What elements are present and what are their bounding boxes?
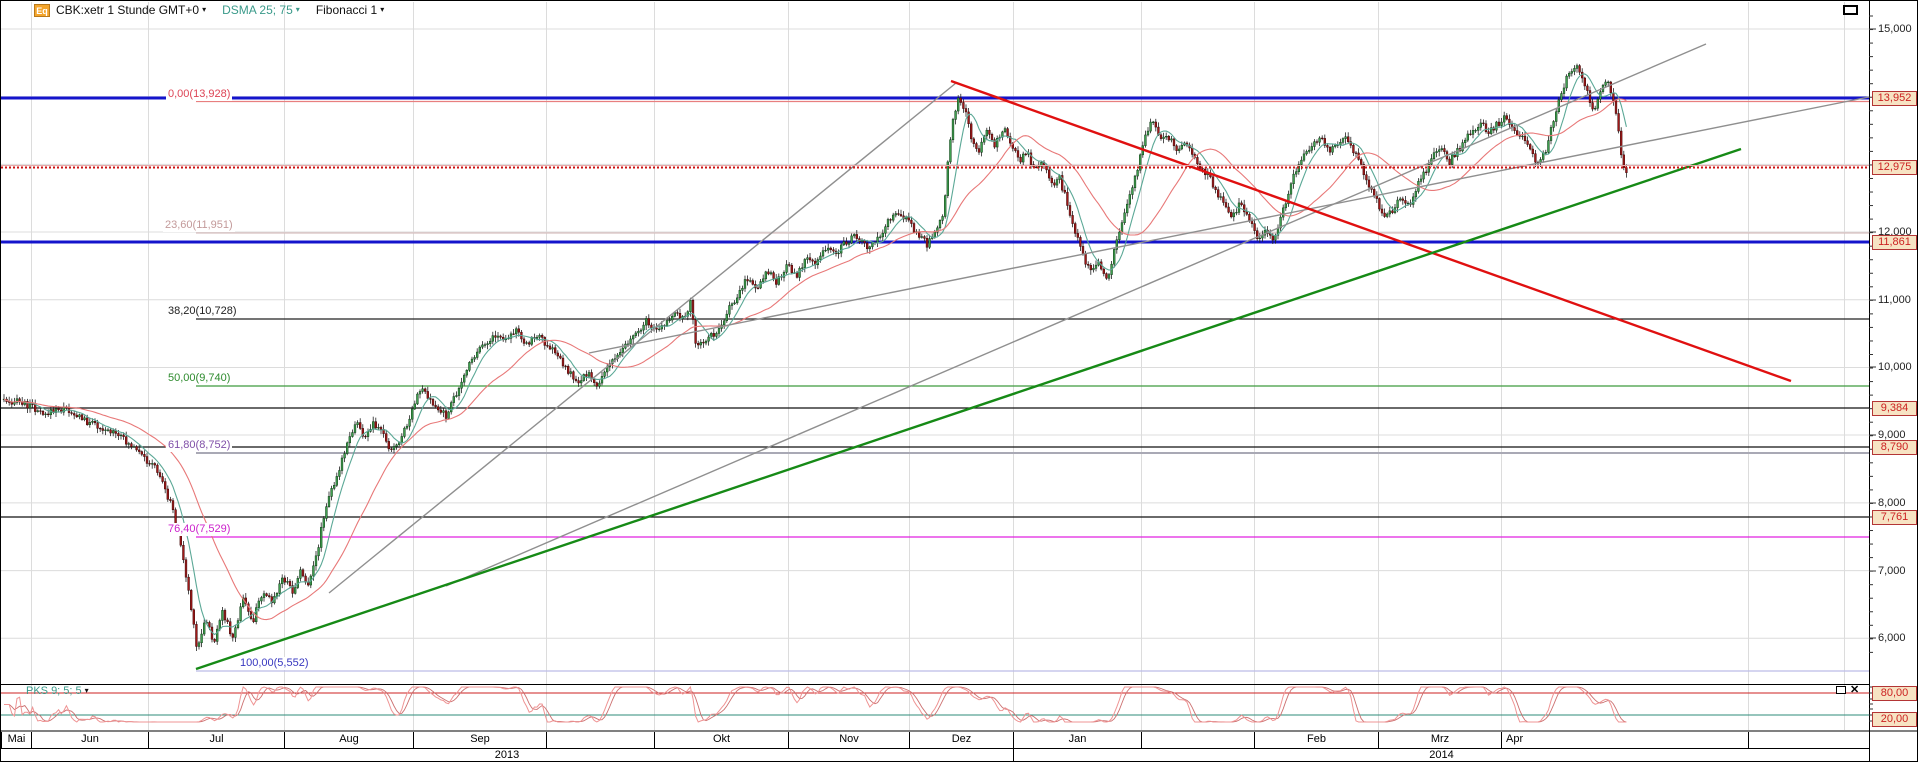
chevron-down-icon: ▾ xyxy=(202,5,207,14)
moving-average-line xyxy=(3,98,1627,621)
fibonacci-tool-selector[interactable]: Fibonacci 1 ▾ xyxy=(316,3,384,17)
oscillator-d-line xyxy=(4,686,1627,723)
oscillator-selector[interactable]: PKS 9; 5; 5 ▾ xyxy=(26,685,89,697)
oscillator-k-line xyxy=(4,685,1627,723)
oscillator-label: PKS 9; 5; 5 xyxy=(26,685,82,697)
chevron-down-icon: ▾ xyxy=(295,5,300,14)
restore-panel-icon[interactable] xyxy=(1836,686,1846,694)
symbol-selector[interactable]: CBK:xetr 1 Stunde GMT+0 ▾ xyxy=(56,3,206,17)
close-panel-icon[interactable]: ✕ xyxy=(1850,684,1860,696)
oscillator-panel-controls: ✕ xyxy=(1836,684,1860,696)
candlestick-series xyxy=(2,63,1628,652)
equity-type-badge: Eq xyxy=(34,3,50,17)
chevron-down-icon: ▾ xyxy=(380,5,385,14)
trendline-downtrend-red[interactable] xyxy=(950,79,1792,383)
moving-average-line xyxy=(3,73,1627,636)
trendline-channel-upper[interactable] xyxy=(445,43,1707,587)
chart-toolbar: Eq CBK:xetr 1 Stunde GMT+0 ▾ DSMA 25; 75… xyxy=(34,3,384,17)
trendline-uptrend-green[interactable] xyxy=(195,147,1742,671)
trendline-channel-lower[interactable] xyxy=(588,96,1870,354)
symbol-label: CBK:xetr 1 Stunde GMT+0 xyxy=(56,3,200,17)
ma-indicator-label: DSMA 25; 75 xyxy=(222,3,293,17)
fibonacci-tool-label: Fibonacci 1 xyxy=(315,3,378,17)
restore-window-icon[interactable] xyxy=(1843,5,1858,15)
trendline-rally-support-steep[interactable] xyxy=(328,82,957,594)
chevron-down-icon: ▾ xyxy=(84,686,89,695)
ma-indicator-selector[interactable]: DSMA 25; 75 ▾ xyxy=(222,3,300,17)
